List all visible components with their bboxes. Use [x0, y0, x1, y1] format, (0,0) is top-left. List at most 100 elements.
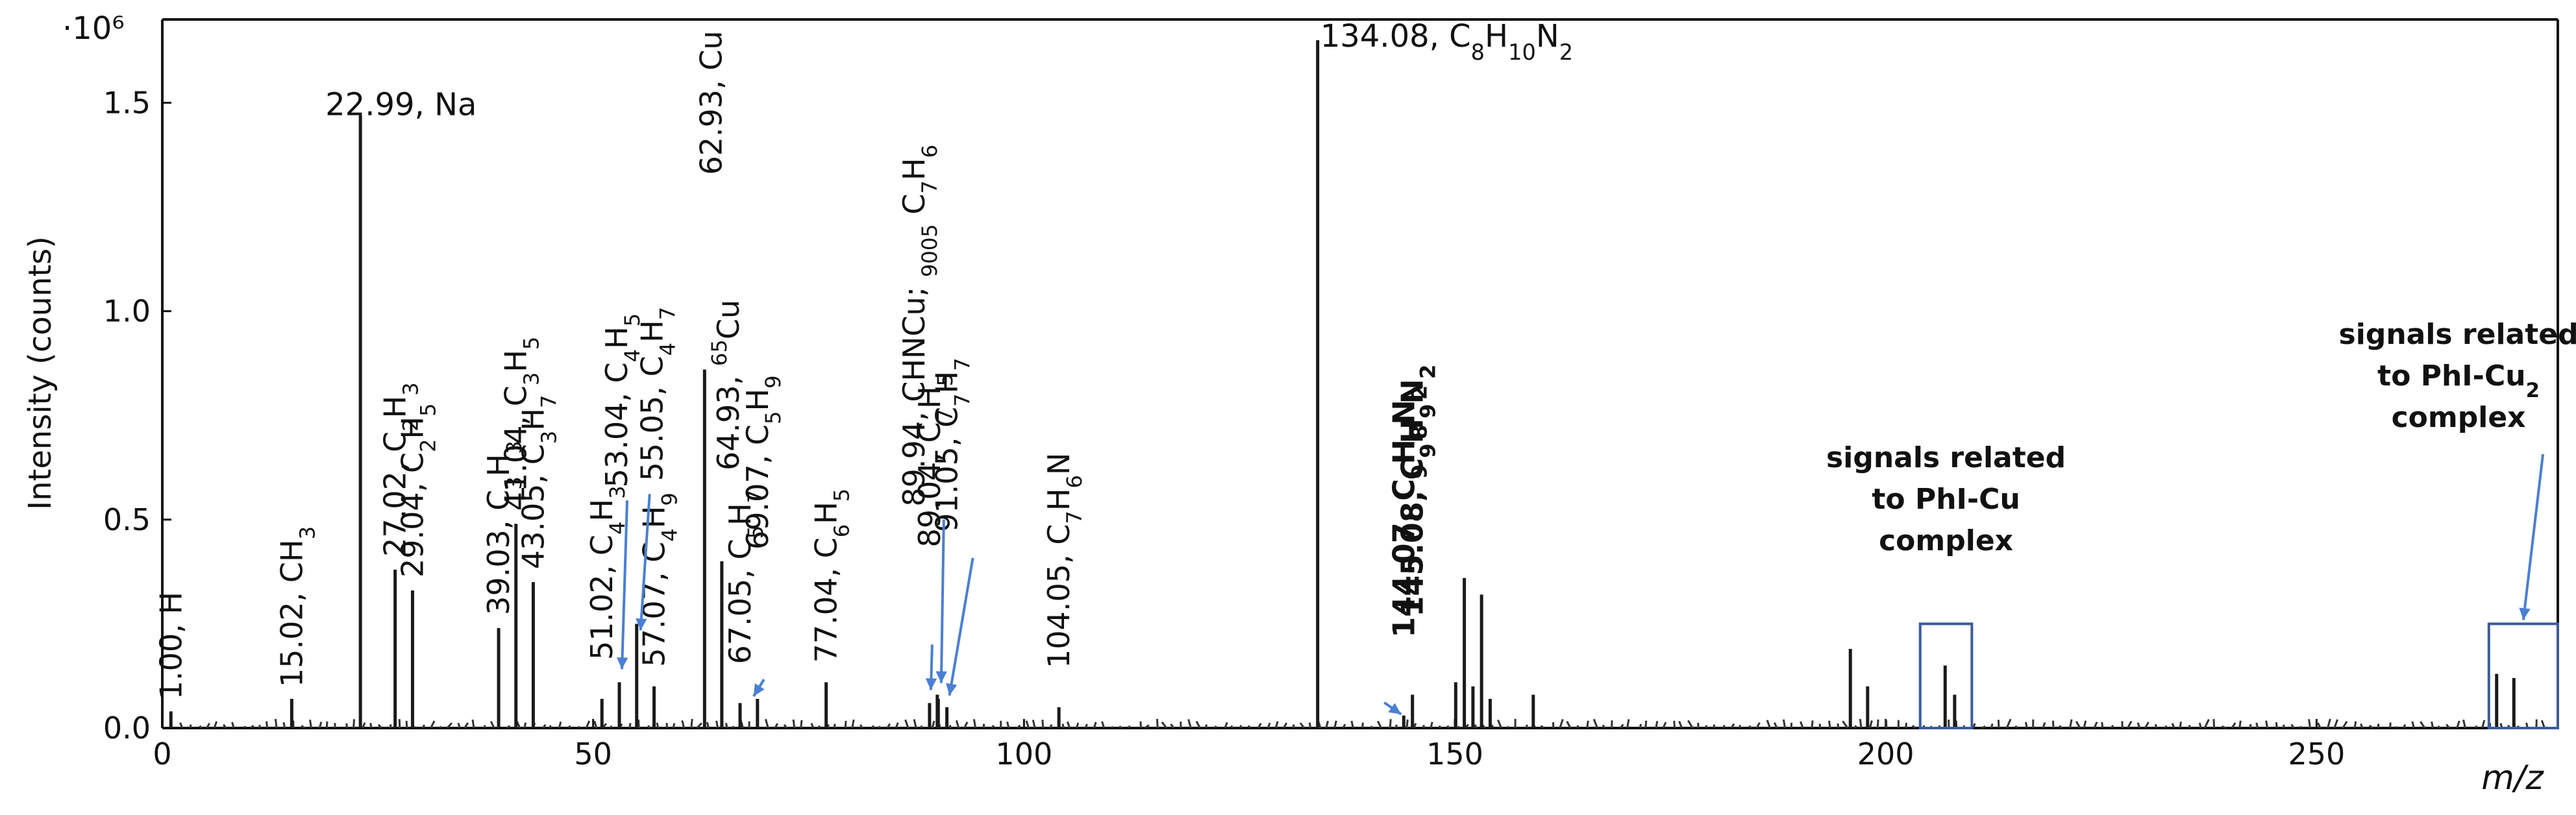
noise-peak	[2377, 724, 2380, 729]
peak-label: 89.04, C7H5	[912, 373, 958, 548]
noise-peak	[2075, 720, 2081, 729]
pointer-arrowhead	[935, 671, 947, 683]
y-multiplier-label: ·10⁶	[62, 10, 125, 47]
x-tick-label: 200	[1857, 736, 1914, 772]
noise-peak	[2317, 722, 2322, 729]
noise-peak	[405, 720, 408, 729]
noise-peak	[1257, 722, 1262, 729]
noise-peak	[2154, 724, 2158, 729]
noise-peak	[948, 724, 952, 729]
noise-peak	[955, 720, 960, 729]
noise-peak	[2203, 719, 2210, 729]
noise-peak	[1187, 719, 1192, 729]
noise-peak	[446, 722, 453, 729]
noise-peak	[1006, 722, 1010, 729]
pointer-arrowhead	[616, 657, 628, 670]
noise-peak	[2402, 724, 2407, 729]
noise-peak	[1214, 725, 1217, 729]
noise-peak	[2437, 725, 2441, 729]
noise-peak	[2110, 724, 2114, 729]
noise-peak	[523, 722, 527, 729]
noise-peak	[851, 719, 855, 729]
noise-peak	[1025, 720, 1030, 729]
noise-peak	[301, 725, 306, 729]
noise-peak	[764, 718, 769, 729]
pointer-arrow	[948, 557, 974, 696]
peak-label: 145.08, C9H9N2	[1395, 365, 1441, 617]
noise-peak	[1156, 718, 1159, 729]
noise-peak	[2265, 720, 2269, 729]
noise-peak	[2333, 719, 2338, 729]
noise-peak	[1859, 718, 1863, 729]
y-tick-group: 0.0 0.5 1.0 1.5	[103, 85, 171, 746]
noise-peak	[2221, 725, 2227, 729]
x-tick-label: 100	[995, 736, 1052, 772]
noise-peak	[1766, 720, 1771, 729]
noise-peak	[963, 721, 969, 729]
noise-peak	[1876, 719, 1879, 729]
noise-peak	[715, 720, 719, 729]
peak-label: 22.99, Na	[325, 87, 477, 123]
noise-peak	[1905, 722, 1908, 729]
noise-peak	[1239, 725, 1243, 729]
annotation-text: signals related	[1826, 441, 2066, 474]
x-tick-group: 0 50 100 150 200 250	[153, 719, 2345, 772]
y-axis-label: Intensity (counts)	[22, 236, 58, 510]
noise-peak	[1619, 724, 1624, 729]
peak-label: 1.00, H	[153, 592, 188, 699]
peak-label: 91.05, C7H7	[930, 358, 975, 532]
noise-peak	[1981, 725, 1986, 729]
x-tick-label: 0	[153, 736, 171, 772]
noise-peak	[1128, 725, 1131, 729]
noise-peak	[1773, 722, 1778, 729]
noise-peak	[421, 724, 426, 729]
baseline-noise	[179, 718, 2545, 729]
noise-peak	[1119, 725, 1123, 729]
annotation-box	[1918, 622, 1974, 729]
noise-peak	[1422, 724, 1426, 729]
noise-peak	[1842, 720, 1849, 729]
noise-peak	[886, 723, 891, 729]
noise-peak	[568, 725, 571, 729]
noise-peak	[1673, 720, 1676, 729]
noise-peak	[1457, 725, 1461, 729]
noise-peak	[1748, 725, 1752, 729]
noise-peak	[549, 725, 552, 729]
noise-peak	[2353, 721, 2357, 729]
noise-peak	[1274, 721, 1279, 729]
noise-peak	[1655, 721, 1659, 729]
noise-peak	[1559, 718, 1564, 729]
noise-peak	[1837, 723, 1840, 729]
noise-peak	[2420, 721, 2426, 729]
noise-peak	[1662, 722, 1667, 729]
noise-peak	[1868, 720, 1873, 729]
noise-peak	[1687, 720, 1694, 729]
peak-label: 51.02, C4H3	[584, 485, 630, 660]
noise-peak	[389, 724, 392, 729]
noise-peak	[2059, 725, 2063, 729]
noise-peak	[439, 725, 442, 729]
noise-peak	[2014, 725, 2018, 729]
noise-peak	[800, 720, 803, 729]
noise-peak	[1376, 720, 1382, 729]
noise-peak	[2275, 722, 2278, 729]
noise-peak	[1506, 725, 1509, 729]
peak-label: 39.03, C3H3	[481, 441, 526, 615]
pointer-arrow	[621, 500, 629, 670]
peak-label: 62.93, Cu	[693, 30, 728, 175]
noise-peak	[1997, 720, 2000, 729]
noise-peak	[1283, 722, 1288, 729]
noise-peak	[2282, 724, 2285, 729]
noise-peak	[1230, 725, 1233, 729]
noise-peak	[1389, 719, 1392, 729]
peak-label: 134.08, C8H10N2	[1320, 18, 1573, 65]
peak-label: 27.02, C2H3	[378, 382, 423, 557]
noise-peak	[318, 722, 323, 729]
noise-peak	[1730, 723, 1735, 729]
y-tick-label: 0.0	[103, 711, 151, 746]
noise-peak	[1093, 722, 1097, 729]
peak-label: 89.94, CHNCu; 9005 C7H6	[897, 145, 942, 507]
noise-peak	[231, 722, 235, 729]
noise-peak	[1911, 725, 1916, 729]
noise-peak	[2411, 721, 2415, 729]
